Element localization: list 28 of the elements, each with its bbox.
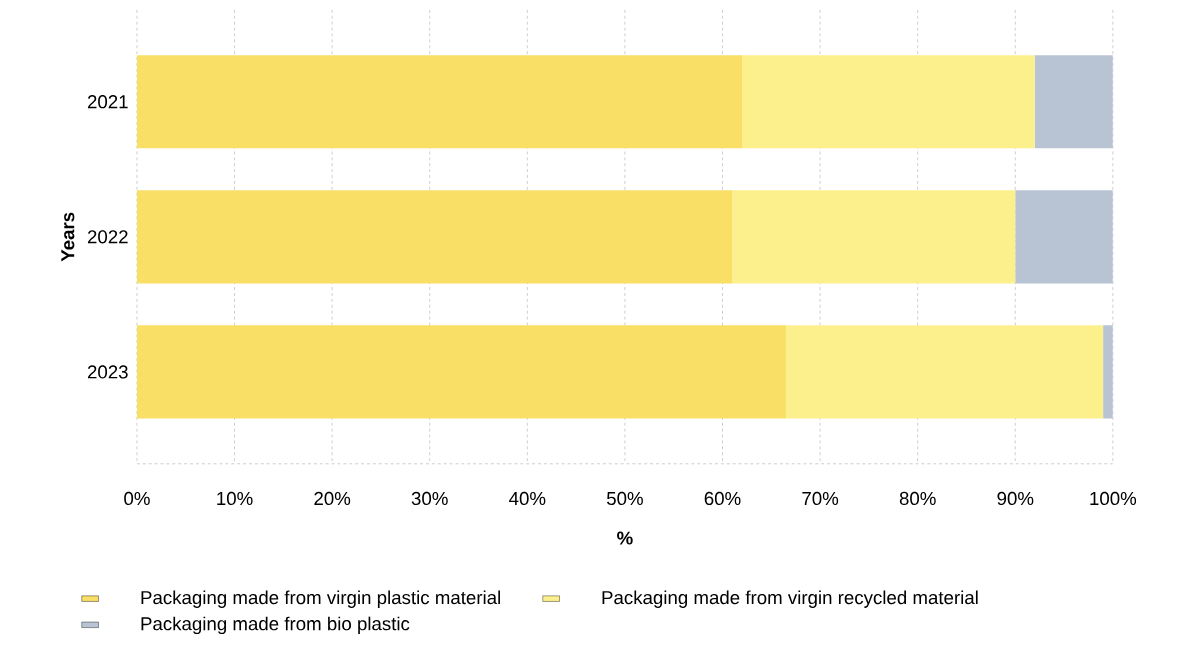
legend-label: Packaging made from virgin recycled material (602, 590, 978, 608)
y-tick-label: 2022 (87, 230, 128, 244)
x-tick-label: 10% (217, 491, 253, 505)
bar (1034, 55, 1113, 149)
x-tick-label: 100% (1090, 491, 1137, 505)
y-tick-label: 2021 (87, 94, 128, 109)
x-tick-label: 0% (124, 491, 150, 505)
bar (136, 55, 743, 149)
bar (136, 190, 733, 284)
x-tick-label: 60% (704, 491, 741, 505)
bar (1015, 190, 1113, 284)
bar (732, 190, 1016, 284)
x-tick-label: 20% (314, 491, 351, 505)
x-tick-label: 70% (802, 491, 839, 505)
x-tick-label: 50% (606, 491, 643, 505)
legend-label: Packaging made from bio plastic (141, 616, 410, 634)
y-tick-label: 2023 (87, 365, 128, 379)
legend-label: Packaging made from virgin plastic material (141, 590, 500, 608)
bar (742, 55, 1035, 149)
y-axis-title: Years (61, 212, 75, 262)
x-tick-label: 90% (997, 491, 1034, 505)
bar (136, 325, 786, 419)
x-tick-label: 80% (899, 491, 936, 505)
x-tick-label: 40% (509, 491, 546, 505)
bar (785, 325, 1104, 419)
x-axis-title: % (617, 531, 633, 545)
bar (1103, 325, 1113, 419)
x-tick-label: 30% (411, 491, 448, 505)
